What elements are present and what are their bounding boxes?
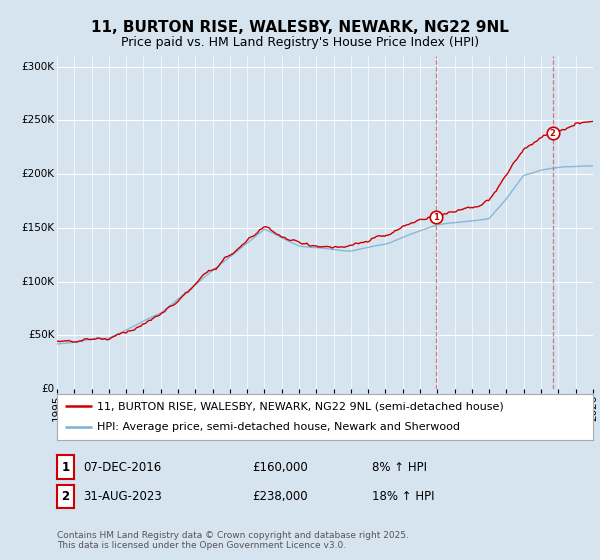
Text: 31-AUG-2023: 31-AUG-2023 [83, 490, 161, 503]
Text: £50K: £50K [28, 330, 55, 340]
Text: 07-DEC-2016: 07-DEC-2016 [83, 460, 161, 474]
Text: HPI: Average price, semi-detached house, Newark and Sherwood: HPI: Average price, semi-detached house,… [97, 422, 460, 432]
Text: 8% ↑ HPI: 8% ↑ HPI [372, 460, 427, 474]
Text: Price paid vs. HM Land Registry's House Price Index (HPI): Price paid vs. HM Land Registry's House … [121, 36, 479, 49]
Text: 11, BURTON RISE, WALESBY, NEWARK, NG22 9NL: 11, BURTON RISE, WALESBY, NEWARK, NG22 9… [91, 20, 509, 35]
Text: Contains HM Land Registry data © Crown copyright and database right 2025.
This d: Contains HM Land Registry data © Crown c… [57, 530, 409, 550]
Text: £200K: £200K [22, 169, 55, 179]
Text: £150K: £150K [21, 223, 55, 233]
Text: £300K: £300K [22, 62, 55, 72]
Text: 2: 2 [550, 129, 556, 138]
Text: £160,000: £160,000 [252, 460, 308, 474]
Text: 18% ↑ HPI: 18% ↑ HPI [372, 490, 434, 503]
Text: 11, BURTON RISE, WALESBY, NEWARK, NG22 9NL (semi-detached house): 11, BURTON RISE, WALESBY, NEWARK, NG22 9… [97, 401, 504, 411]
Text: 2: 2 [61, 490, 70, 503]
Text: £238,000: £238,000 [252, 490, 308, 503]
Text: £100K: £100K [22, 277, 55, 287]
Text: £250K: £250K [21, 115, 55, 125]
Text: 1: 1 [61, 460, 70, 474]
Text: 1: 1 [433, 213, 439, 222]
Text: £0: £0 [41, 384, 55, 394]
